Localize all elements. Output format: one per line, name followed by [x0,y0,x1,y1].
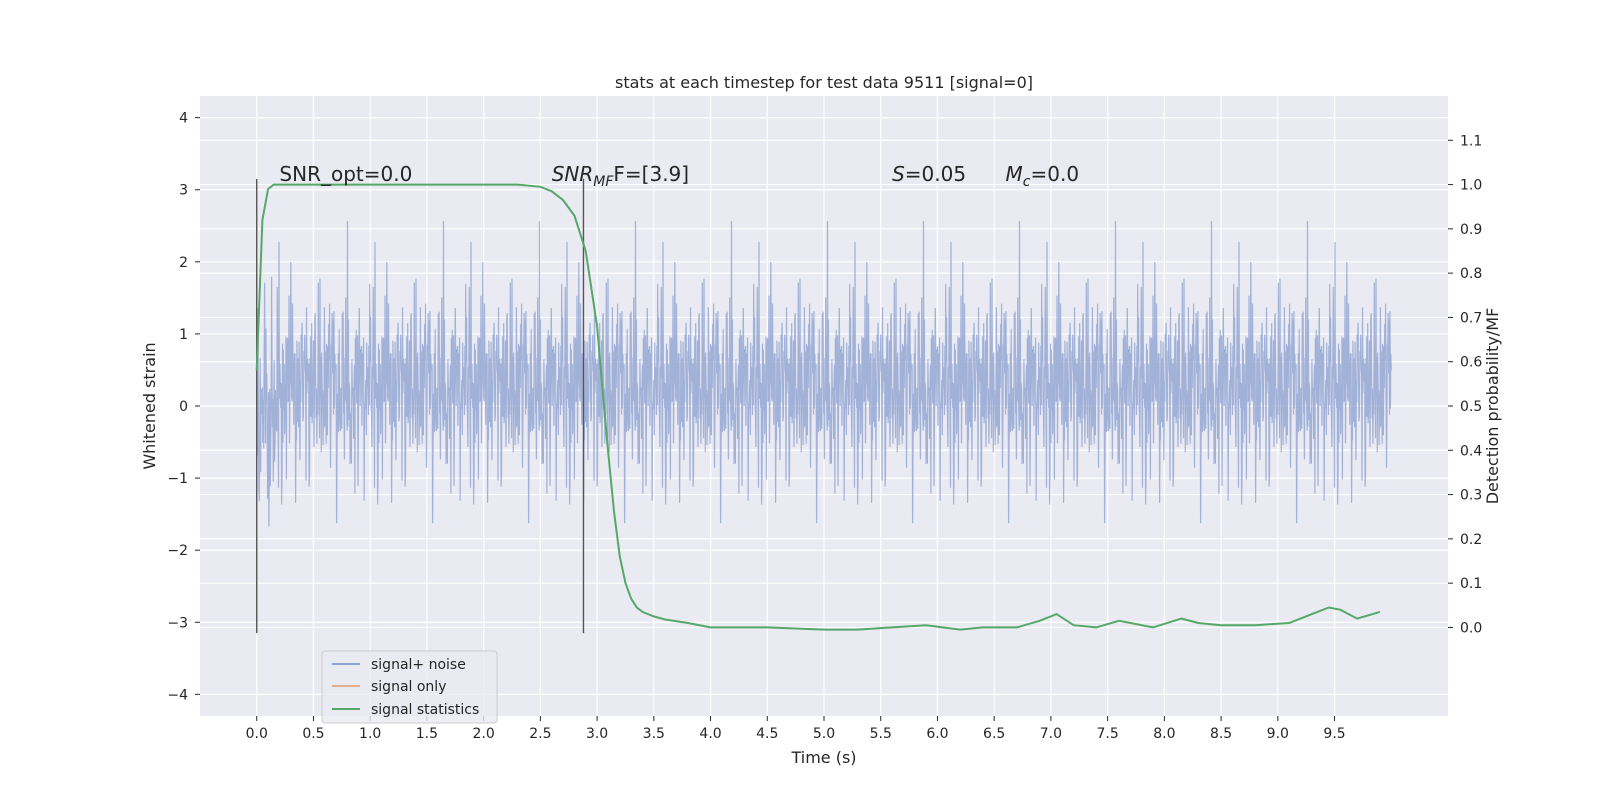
y-tick-label-right: 0.4 [1460,443,1482,459]
x-tick-label: 8.0 [1153,726,1175,742]
x-tick-label: 1.5 [416,726,438,742]
y-axis-title-left: Whitened strain [140,342,159,469]
x-axis-title: Time (s) [790,748,856,767]
y-tick-label-right: 0.7 [1460,310,1482,326]
y-tick-label-left: 0 [179,399,188,415]
annotation-text: SNRMFF=[3.9] [552,162,689,190]
y-tick-label-right: 0.6 [1460,355,1482,371]
legend: signal+ noise signal only signal statist… [321,650,498,724]
y-tick-label-right: 0.5 [1460,399,1482,415]
y-tick-label-left: 1 [179,327,188,343]
stats-layer [255,183,1381,631]
x-tick-label: 7.5 [1097,726,1119,742]
y-tick-label-left: −2 [167,543,188,559]
y-tick-label-right: 0.1 [1460,576,1482,592]
x-tick-label: 4.5 [756,726,778,742]
x-tick-label: 5.0 [813,726,835,742]
y-tick-label-left: 2 [179,255,188,271]
x-tick-label: 5.5 [870,726,892,742]
y-tick-label-left: 4 [179,111,188,127]
x-tick-label: 3.5 [643,726,665,742]
x-tick-label: 0.0 [246,726,268,742]
x-tick-label: 2.5 [529,726,551,742]
legend-label-stats: signal statistics [371,702,479,718]
noise-layer [256,221,1392,527]
y-axis-title-right: Detection probability/MF [1483,308,1502,505]
x-tick-label: 4.0 [699,726,721,742]
legend-box [321,650,498,724]
x-tick-label: 1.0 [359,726,381,742]
grid-layer [200,96,1448,716]
y-tick-label-right: 1.1 [1460,133,1482,149]
y-tick-label-left: −4 [167,687,188,703]
x-tick-label: 6.0 [926,726,948,742]
annotation-text: Mc=0.0 [1006,162,1080,190]
annotations: SNR_opt=0.0 SNRMFF=[3.9] S=0.05 Mc=0.0 [279,162,1079,190]
y-tick-label-right: 1.0 [1460,178,1482,194]
series-signal-statistics [255,183,1381,631]
y-tick-label-left: −1 [167,471,188,487]
x-tick-label: 7.0 [1040,726,1062,742]
vertical-lines [256,178,585,634]
x-tick-label: 3.0 [586,726,608,742]
tick-layer: 0.0 0.5 1.0 1.5 2.0 2.5 3.0 3.5 4.0 4.5 5.0 5.5 6.0 6… [167,111,1482,742]
y-tick-label-right: 0.3 [1460,488,1482,504]
x-tick-label: 2.0 [473,726,495,742]
y-tick-label-right: 0.9 [1460,222,1482,238]
annotation-text: S=0.05 [892,162,966,186]
x-tick-label: 6.5 [983,726,1005,742]
x-tick-label: 9.5 [1323,726,1345,742]
legend-label-noise: signal+ noise [371,657,466,673]
annotation-text: SNR_opt=0.0 [279,162,412,186]
y-tick-label-right: 0.0 [1460,620,1482,636]
y-tick-label-left: 3 [179,183,188,199]
y-tick-label-right: 0.2 [1460,532,1482,548]
y-tick-label-right: 0.8 [1460,266,1482,282]
x-tick-label: 9.0 [1267,726,1289,742]
y-tick-label-left: −3 [167,615,188,631]
legend-label-signal: signal only [371,679,446,695]
series-signal-noise [256,221,1392,527]
x-tick-label: 0.5 [302,726,324,742]
chart-title: stats at each timestep for test data 951… [615,73,1033,92]
x-tick-label: 8.5 [1210,726,1232,742]
